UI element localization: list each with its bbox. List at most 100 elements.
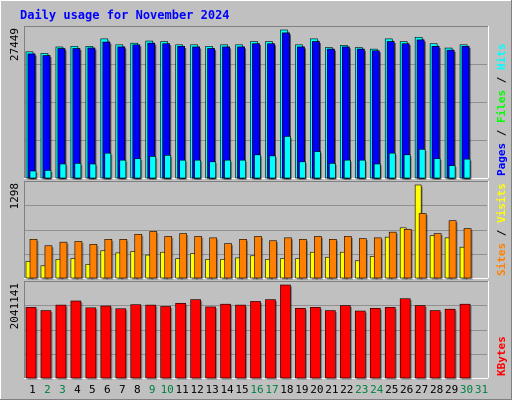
legend-entry-files: Files bbox=[495, 90, 508, 130]
kbytes-bar bbox=[40, 310, 52, 379]
kbytes-bar bbox=[280, 284, 291, 379]
x-tick-label: 3 bbox=[59, 383, 66, 396]
pages-bar bbox=[74, 163, 82, 179]
kbytes-bar bbox=[205, 306, 216, 379]
chart-title: Daily usage for November 2024 bbox=[20, 8, 230, 22]
sites-bar bbox=[134, 233, 143, 279]
x-tick-label: 17 bbox=[265, 383, 278, 396]
files-overlay-bar bbox=[371, 50, 380, 179]
kbytes-bar bbox=[325, 310, 336, 379]
sites-bar bbox=[269, 240, 277, 279]
kbytes-bar bbox=[130, 304, 142, 379]
x-tick-label: 22 bbox=[340, 383, 353, 396]
x-tick-label: 30 bbox=[460, 383, 473, 396]
pages-bar bbox=[59, 163, 67, 179]
pages-bar bbox=[44, 170, 52, 179]
kbytes-bar bbox=[354, 310, 366, 379]
legend-entry-visits: Visits bbox=[495, 183, 508, 229]
legend-entry-hits: Hits bbox=[495, 44, 508, 77]
pages-bar bbox=[373, 163, 381, 179]
kbytes-bar bbox=[459, 303, 471, 379]
pages-bar bbox=[418, 149, 426, 179]
files-overlay-bar bbox=[356, 48, 365, 179]
kbytes-bar bbox=[250, 301, 261, 379]
sites-bar bbox=[44, 245, 53, 279]
panel-0-ymax-label: 27449 bbox=[8, 28, 21, 61]
kbytes-bar bbox=[55, 304, 67, 379]
sites-bar bbox=[299, 239, 307, 279]
files-overlay-bar bbox=[132, 44, 141, 179]
sites-bar bbox=[209, 237, 217, 279]
x-tick-label: 5 bbox=[89, 383, 96, 396]
kbytes-bar bbox=[160, 306, 172, 379]
sites-bar bbox=[463, 228, 472, 279]
kbytes-bar bbox=[310, 307, 321, 379]
files-overlay-bar bbox=[431, 46, 440, 179]
pages-bar bbox=[299, 161, 306, 179]
sites-bar bbox=[179, 233, 187, 279]
pages-bar bbox=[209, 161, 216, 179]
files-overlay-bar bbox=[342, 46, 350, 179]
x-tick-label: 12 bbox=[191, 383, 204, 396]
sites-bar bbox=[149, 231, 158, 279]
files-overlay-bar bbox=[27, 53, 36, 179]
pages-bar bbox=[29, 170, 37, 179]
kbytes-bar bbox=[369, 307, 381, 379]
x-tick-label: 21 bbox=[325, 383, 338, 396]
sites-bar bbox=[224, 243, 232, 279]
kbytes-bar bbox=[235, 304, 246, 379]
kbytes-bar bbox=[295, 307, 306, 379]
sites-bar bbox=[448, 220, 457, 279]
kbytes-bar bbox=[220, 303, 231, 379]
x-tick-label: 7 bbox=[119, 383, 126, 396]
pages-bar bbox=[448, 165, 456, 179]
x-tick-label: 31 bbox=[475, 383, 488, 396]
panel-2-legend: KBytes bbox=[495, 336, 508, 376]
x-tick-label: 14 bbox=[220, 383, 234, 396]
x-tick-label: 4 bbox=[74, 383, 81, 396]
pages-bar bbox=[388, 152, 396, 179]
sites-bar bbox=[29, 239, 38, 279]
sites-bar bbox=[344, 236, 352, 279]
kbytes-bar bbox=[265, 299, 276, 379]
kbytes-bar bbox=[70, 300, 82, 379]
legend-entry-slash: / bbox=[495, 129, 508, 143]
kbytes-bar bbox=[145, 304, 157, 379]
files-overlay-bar bbox=[207, 48, 215, 179]
pages-bar bbox=[463, 158, 471, 179]
files-overlay-bar bbox=[87, 47, 96, 179]
kbytes-bar bbox=[190, 299, 201, 379]
kbytes-bar bbox=[384, 307, 396, 379]
panel-1-ymax-label: 1298 bbox=[8, 183, 21, 210]
kbytes-bar bbox=[340, 305, 351, 379]
kbytes-bar bbox=[100, 305, 112, 379]
files-overlay-bar bbox=[237, 46, 245, 179]
sites-bar bbox=[314, 236, 322, 279]
x-tick-label: 8 bbox=[134, 383, 141, 396]
x-tick-label: 15 bbox=[235, 383, 248, 396]
pages-bar bbox=[89, 163, 97, 179]
sites-bar bbox=[104, 239, 113, 279]
pages-bar bbox=[344, 159, 351, 179]
sites-bar bbox=[164, 236, 173, 279]
x-tick-label: 11 bbox=[176, 383, 189, 396]
legend-entry-sites: Sites bbox=[495, 243, 508, 276]
pages-bar bbox=[224, 159, 231, 179]
sites-bar bbox=[329, 239, 337, 279]
kbytes-bar bbox=[429, 310, 441, 379]
pages-bar bbox=[134, 158, 142, 179]
legend-entry-slash: / bbox=[495, 76, 508, 90]
pages-bar bbox=[433, 158, 441, 179]
files-overlay-bar bbox=[327, 48, 335, 179]
legend-entry-kbytes: KBytes bbox=[495, 336, 508, 376]
pages-bar bbox=[179, 159, 186, 179]
pages-bar bbox=[194, 159, 201, 179]
kbytes-bar bbox=[444, 308, 456, 379]
files-overlay-bar bbox=[297, 46, 305, 179]
sites-bar bbox=[59, 241, 68, 279]
x-tick-label: 23 bbox=[355, 383, 368, 396]
x-tick-label: 20 bbox=[310, 383, 323, 396]
